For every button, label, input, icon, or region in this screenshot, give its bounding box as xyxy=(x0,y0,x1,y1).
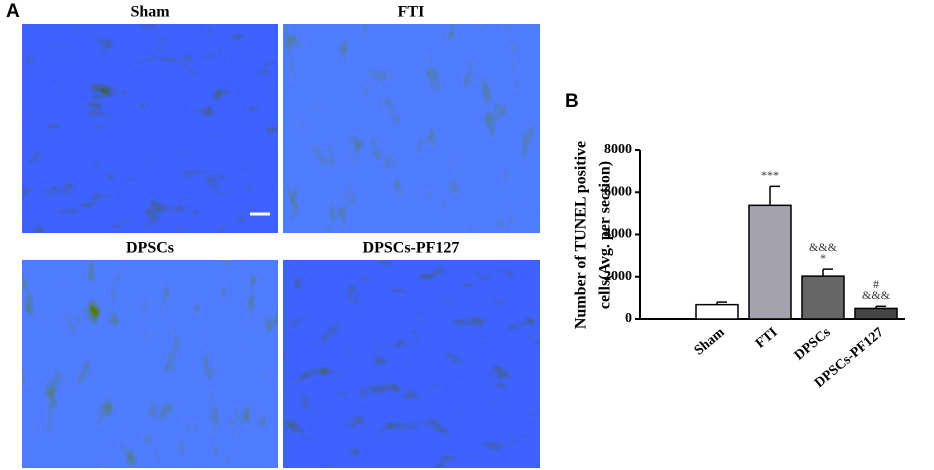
image-title: Sham xyxy=(130,4,170,21)
bar-chart: 0 2000 4000 6000 8000 Number of TUNEL positiv… xyxy=(573,141,905,391)
significance-label: &&& xyxy=(862,288,891,302)
significance-label: *** xyxy=(761,168,779,182)
image-title: DPSCs-PF127 xyxy=(363,240,460,257)
panel-label: B xyxy=(565,91,579,112)
y-axis-label: Number of TUNEL positive xyxy=(573,141,590,329)
bar xyxy=(748,204,792,320)
significance-label: &&& xyxy=(809,240,838,254)
significance-label: # xyxy=(873,277,879,291)
y-tick-label: 0 xyxy=(625,311,632,326)
panel-label: A xyxy=(6,1,20,22)
y-tick-label: 6000 xyxy=(604,184,632,199)
y-tick-label: 4000 xyxy=(604,227,632,242)
image-title: DPSCs xyxy=(126,240,174,257)
image-fti xyxy=(283,24,540,233)
image-sham xyxy=(22,24,278,233)
y-axis-label: cells(Avg. per section) xyxy=(597,161,614,309)
image-pf127 xyxy=(283,260,540,468)
x-tick-label: Sham xyxy=(692,325,728,359)
bar xyxy=(695,303,739,320)
image-dpscs xyxy=(22,260,278,468)
y-tick-label: 2000 xyxy=(604,269,632,284)
bar xyxy=(854,307,898,320)
x-tick-label: DPSCs xyxy=(792,325,834,364)
image-title: FTI xyxy=(398,4,425,21)
x-tick-label: FTI xyxy=(753,325,781,351)
bar xyxy=(801,275,845,320)
micrographs xyxy=(22,24,540,468)
y-tick-label: 8000 xyxy=(604,142,632,157)
significance-label: * xyxy=(820,251,826,265)
